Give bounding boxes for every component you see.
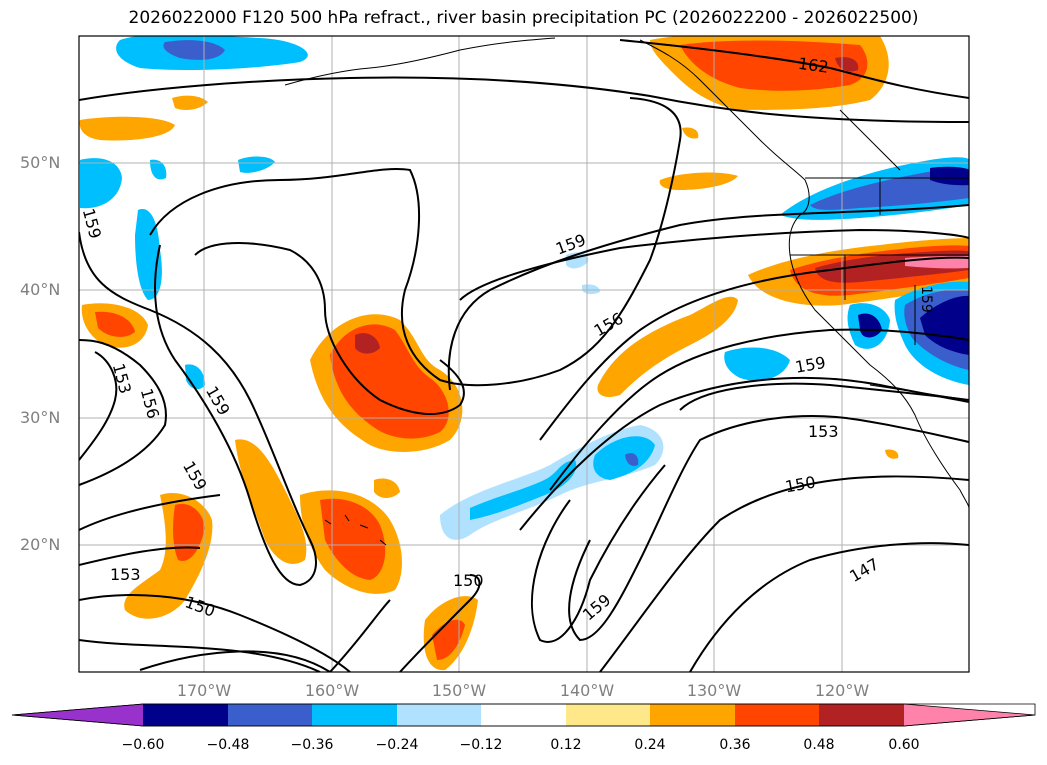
precip-shading [79,36,969,671]
height-contours [79,39,969,672]
contour-label: 159 [918,286,934,313]
contour-label: 162 [797,54,830,77]
colorbar-tick-label: 0.36 [719,737,751,753]
colorbar-tick-label: 0.60 [888,737,920,753]
colorbar-tick-label: 0.24 [634,737,666,753]
colorbar-extend-low [12,704,143,726]
colorbar-tick-label: 0.48 [803,737,835,753]
colorbar-segment [481,704,566,726]
colorbar [11,703,1036,727]
colorbar-segment [819,704,904,726]
lon-label: 160°W [304,681,360,700]
colorbar-segment [397,704,481,726]
lon-label: 170°W [176,681,232,700]
lon-label: 130°W [686,681,742,700]
lon-label: 120°W [814,681,870,700]
map-title: 2026022000 F120 500 hPa refract., river … [128,8,919,28]
contour-label: 153 [808,422,839,441]
colorbar-tick-label: 0.12 [550,737,582,753]
colorbar-tick-label: −0.36 [290,737,334,753]
colorbar-extend-high [904,704,1035,726]
colorbar-segment [312,704,397,726]
colorbar-segment [143,704,228,726]
colorbar-tick-label: −0.24 [375,737,419,753]
lat-label: 40°N [20,280,61,299]
lat-label: 20°N [20,535,61,554]
colorbar-segment [735,704,819,726]
lat-label: 50°N [20,153,61,172]
colorbar-tick-label: −0.60 [121,737,165,753]
colorbar-segment [566,704,650,726]
colorbar-segment [228,704,312,726]
contour-label: 153 [110,565,141,584]
contour-label: 150 [453,571,484,590]
lat-label: 30°N [20,408,61,427]
map-frame [78,35,970,673]
lon-label: 150°W [431,681,487,700]
gridlines [79,36,969,672]
colorbar-tick-label: −0.12 [459,737,503,753]
map-background [79,36,969,672]
lon-label: 140°W [559,681,615,700]
colorbar-tick-label: −0.48 [206,737,250,753]
colorbar-segment [650,704,735,726]
